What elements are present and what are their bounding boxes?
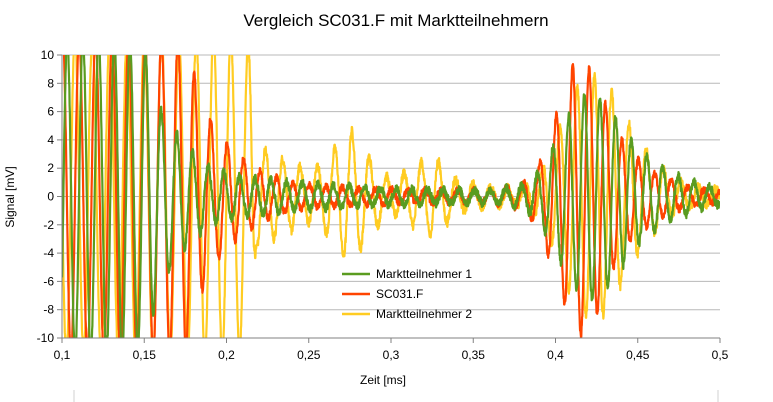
legend-label: Marktteilnehmer 2 <box>376 307 472 321</box>
plot-area <box>62 55 720 338</box>
y-tick-label: 6 <box>47 105 54 119</box>
bottom-edge-marks <box>73 390 719 402</box>
x-tick-label: 0,5 <box>712 348 729 362</box>
legend: Marktteilnehmer 1 SC031.F Marktteilnehmer … <box>342 267 472 321</box>
y-tick-labels: -10 -8 -6 -4 -2 0 2 4 6 8 10 <box>37 48 55 345</box>
chart-title: Vergleich SC031.F mit Marktteilnehmern <box>243 11 548 30</box>
y-tick-label: -4 <box>43 246 54 260</box>
y-tick-label: -6 <box>43 274 54 288</box>
y-tick-label: 0 <box>47 190 54 204</box>
y-tick-label: -8 <box>43 303 54 317</box>
x-tick-label: 0,3 <box>383 348 400 362</box>
x-tick-label: 0,15 <box>133 348 157 362</box>
series-line-marktteilnehmer-1 <box>62 55 720 338</box>
legend-label: SC031.F <box>376 287 423 301</box>
x-tick-label: 0,25 <box>297 348 321 362</box>
legend-item: Marktteilnehmer 1 <box>342 267 472 281</box>
x-tick-label: 0,35 <box>462 348 486 362</box>
axes <box>57 54 721 343</box>
y-tick-label: -2 <box>43 218 54 232</box>
legend-item: Marktteilnehmer 2 <box>342 307 472 321</box>
x-axis-label: Zeit [ms] <box>360 373 406 387</box>
x-tick-labels: 0,1 0,15 0,2 0,25 0,3 0,35 0,4 0,45 0,5 <box>54 348 729 362</box>
legend-label: Marktteilnehmer 1 <box>376 267 472 281</box>
y-tick-label: 8 <box>47 76 54 90</box>
x-tick-label: 0,4 <box>547 348 564 362</box>
legend-item: SC031.F <box>342 287 423 301</box>
y-tick-label: 10 <box>41 48 55 62</box>
y-tick-label: 2 <box>47 161 54 175</box>
y-tick-label: 4 <box>47 133 54 147</box>
x-tick-label: 0,45 <box>626 348 650 362</box>
y-tick-label: -10 <box>37 331 55 345</box>
x-tick-label: 0,2 <box>218 348 235 362</box>
y-axis-label: Signal [mV] <box>3 166 17 227</box>
x-tick-label: 0,1 <box>54 348 71 362</box>
